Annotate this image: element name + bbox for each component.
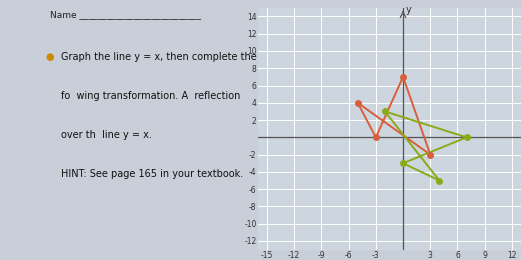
Text: fo  wing transformation. A  reflection: fo wing transformation. A reflection <box>61 91 240 101</box>
Text: Graph the line y = x, then complete the: Graph the line y = x, then complete the <box>61 52 257 62</box>
Text: ●: ● <box>46 52 54 62</box>
Text: over th  line y = x.: over th line y = x. <box>61 130 152 140</box>
Point <box>381 109 389 114</box>
Point <box>435 178 443 183</box>
Text: y: y <box>406 4 412 15</box>
Text: HINT: See page 165 in your textbook.: HINT: See page 165 in your textbook. <box>61 169 243 179</box>
Point <box>426 153 435 157</box>
Point <box>354 101 362 105</box>
Text: Name ___________________________: Name ___________________________ <box>50 10 201 20</box>
Point <box>463 135 471 139</box>
Point <box>399 161 407 165</box>
Point <box>371 135 380 139</box>
Point <box>399 75 407 79</box>
